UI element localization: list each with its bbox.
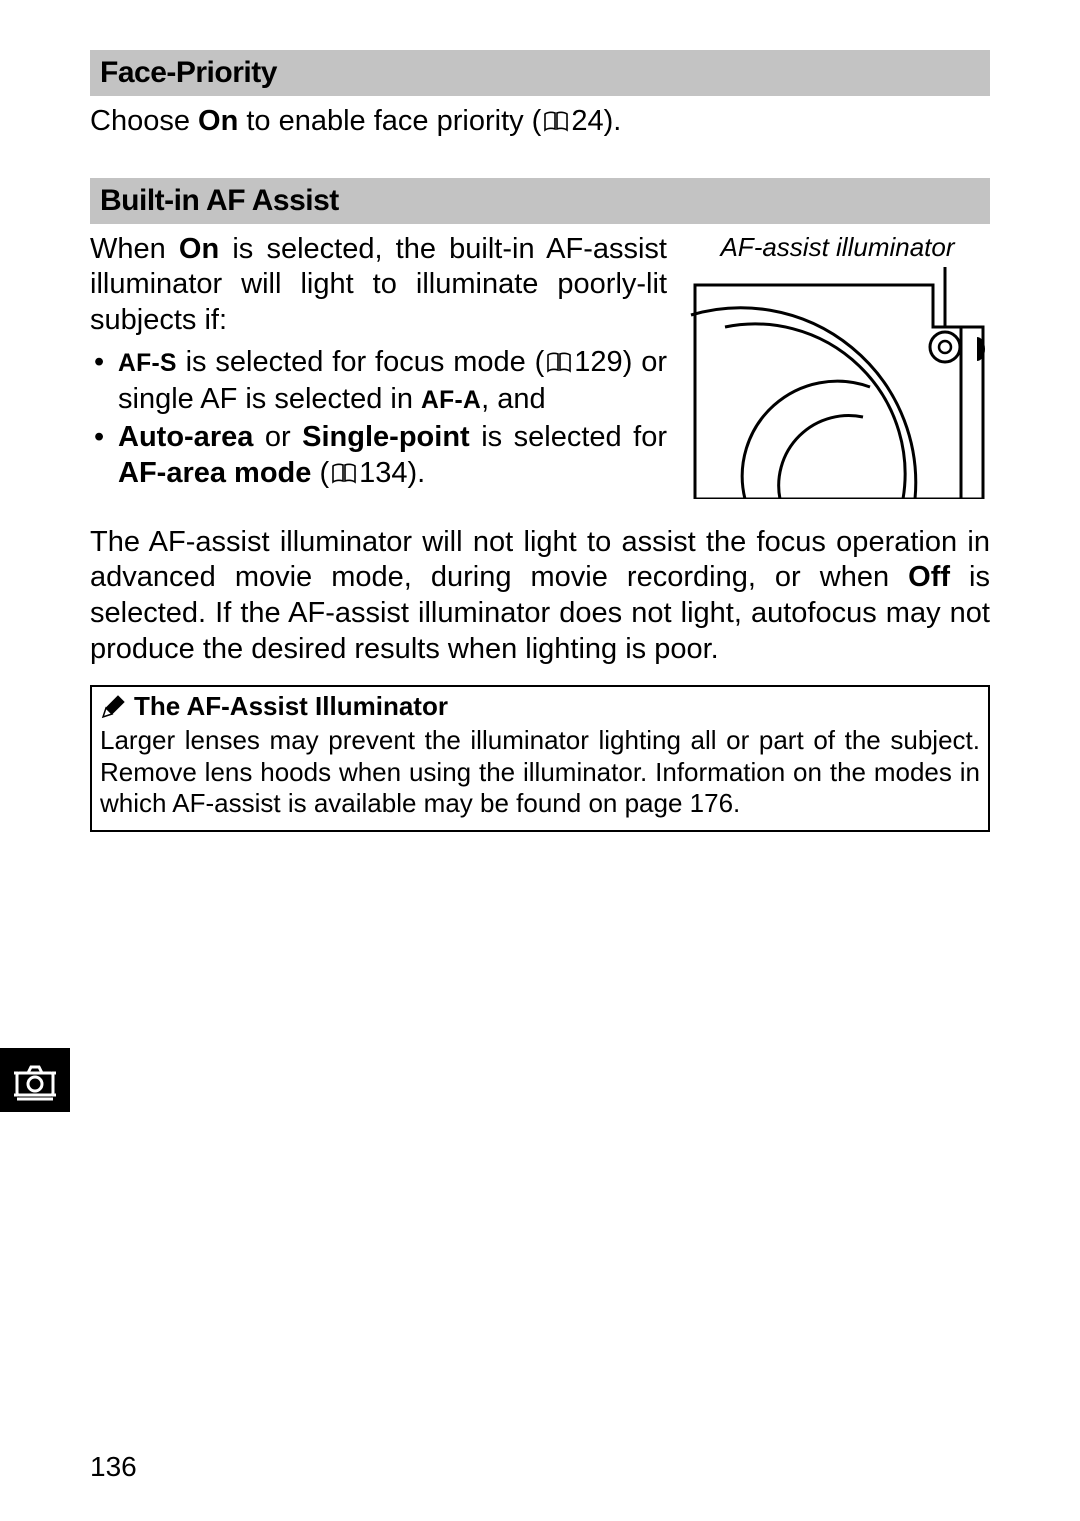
af-assist-off-note: The AF-assist illuminator will not light…: [90, 525, 990, 668]
text-fragment: Choose: [90, 105, 198, 137]
camera-manual-page: Face-Priority Choose On to enable face p…: [0, 0, 1080, 1521]
note-title: The AF-Assist Illuminator: [134, 691, 448, 723]
note-title-row: The AF-Assist Illuminator: [100, 691, 980, 723]
page-ref-icon: [543, 106, 569, 142]
figure-caption: AF-assist illuminator: [685, 232, 990, 263]
page-ref-icon: [331, 458, 357, 494]
text-bold: Single-point: [302, 421, 470, 453]
text-fragment: or: [253, 421, 302, 453]
text-fragment: ).: [408, 457, 426, 489]
side-tab-camera-icon: [0, 1048, 70, 1112]
section-title-af-assist: Built-in AF Assist: [90, 178, 990, 224]
text-fragment: is selected for focus mode (: [177, 346, 545, 378]
text-fragment: , and: [481, 383, 546, 415]
page-ref-number: 24: [571, 105, 603, 137]
list-item: Auto-area or Single-point is selected fo…: [90, 420, 667, 493]
af-assist-intro: When On is selected, the built-in AF-ass…: [90, 232, 667, 339]
camera-illustration: [685, 267, 990, 499]
text-bold: AF-area mode: [118, 457, 311, 489]
text-bold-on: On: [179, 233, 219, 265]
text-fragment: The AF-assist illuminator will not light…: [90, 526, 990, 594]
text-bold-on: On: [198, 105, 238, 137]
text-fragment: ).: [604, 105, 622, 137]
face-priority-description: Choose On to enable face priority ( 24).: [90, 104, 990, 142]
note-box-af-illuminator: The AF-Assist Illuminator Larger lenses …: [90, 685, 990, 832]
text-fragment: When: [90, 233, 179, 265]
af-assist-two-column: When On is selected, the built-in AF-ass…: [90, 232, 990, 499]
text-bold: Auto-area: [118, 421, 253, 453]
text-fragment: to enable face priority (: [238, 105, 541, 137]
text-bold: AF-S: [118, 350, 177, 377]
text-bold-off: Off: [908, 561, 950, 593]
af-assist-conditions-list: AF-S is selected for focus mode (129) or…: [90, 345, 667, 494]
section-title-face-priority: Face-Priority: [90, 50, 990, 96]
af-assist-figure-column: AF-assist illuminator: [685, 232, 990, 499]
list-item: AF-S is selected for focus mode (129) or…: [90, 345, 667, 418]
text-fragment: (: [311, 457, 329, 489]
pencil-icon: [100, 694, 126, 720]
note-body: Larger lenses may prevent the illuminato…: [100, 725, 980, 820]
text-fragment: is selected for: [470, 421, 667, 453]
page-ref-icon: [546, 347, 572, 383]
page-ref-number: 134: [359, 457, 407, 489]
page-number: 136: [90, 1451, 137, 1483]
af-assist-text-column: When On is selected, the built-in AF-ass…: [90, 232, 667, 496]
page-ref-number: 129: [574, 346, 622, 378]
text-bold: AF-A: [421, 387, 481, 414]
